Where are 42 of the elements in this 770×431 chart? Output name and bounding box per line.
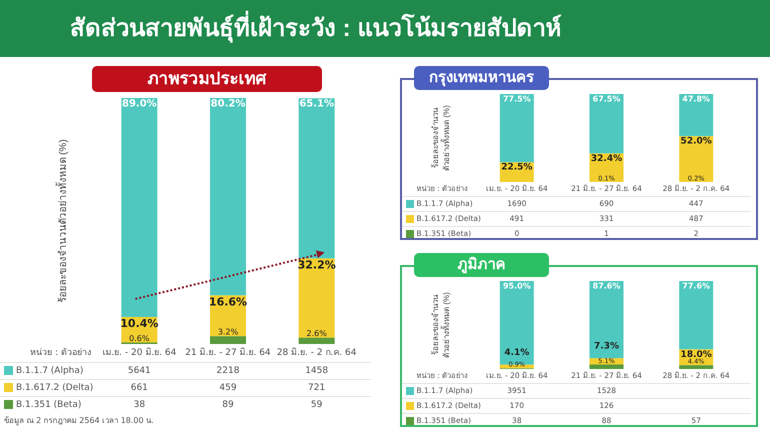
data-label: 18.0% xyxy=(680,350,712,360)
text: 89 xyxy=(221,399,235,412)
y-axis-title: ร้อยละของจำนวน ตัวอย่างทั้งหมด (%) xyxy=(431,292,451,358)
data-label: 89.0% xyxy=(122,98,157,110)
data-label: 3.2% xyxy=(218,328,239,337)
text: 38 xyxy=(132,399,146,412)
data-label: 7.3% xyxy=(594,342,619,352)
chart-title: ภูมิภาค xyxy=(414,253,549,277)
chart-title: กรุงเทพมหานคร xyxy=(414,66,549,90)
data-label: 0.6% xyxy=(129,334,150,344)
text: 2218 xyxy=(216,365,240,378)
data-label: 77.5% xyxy=(502,94,531,104)
text: ข้อมูล ณ 2 กรกฎาคม 2564 เวลา 18.00 น. xyxy=(4,415,154,427)
x-tick-label: 21 มิ.ย. - 27 มิ.ย. 64 xyxy=(184,346,272,360)
text: 459 xyxy=(218,382,238,395)
legend-label: B.1.1.7 (Alpha) xyxy=(16,366,84,376)
y-axis-title: ร้อยละของจำนวน ตัวอย่างทั้งหมด (%) xyxy=(431,104,451,171)
legend-label: B.1.351 (Beta) xyxy=(16,400,82,410)
text: 59 xyxy=(310,399,324,412)
data-label: 87.6% xyxy=(592,282,620,290)
chart-title: สัดส่วนสายพันธุ์ที่เฝ้าระวัง : แนวโน้มรายสัปดาห์ xyxy=(0,0,770,57)
x-tick-label: เม.ย. - 20 มิ.ย. 64 xyxy=(101,346,178,360)
y-axis-title: ร้อยละของจำนวนตัวอย่างทั้งหมด (%) xyxy=(55,139,69,303)
text: 661 xyxy=(130,382,149,395)
text: หน่วย : ตัวอย่าง xyxy=(29,347,92,360)
x-tick-label: 28 มิ.ย. - 2 ก.ค. 64 xyxy=(276,346,358,360)
legend-label: B.1.617.2 (Delta) xyxy=(16,383,94,393)
data-label: 67.5% xyxy=(592,94,620,104)
data-label: 77.6% xyxy=(682,282,710,290)
data-label: 95.0% xyxy=(502,282,531,290)
data-label: 22.5% xyxy=(501,162,532,173)
text: 721 xyxy=(307,382,326,395)
data-label: 52.0% xyxy=(680,136,712,147)
data-label: 80.2% xyxy=(210,98,246,110)
text: 5641 xyxy=(126,365,152,378)
chart-subtitle: ภาพรวมประเทศ xyxy=(92,66,322,92)
data-label: 32.4% xyxy=(590,154,622,164)
data-label: 4.1% xyxy=(504,348,530,358)
text: 1458 xyxy=(304,365,330,378)
data-label: 65.1% xyxy=(299,98,334,110)
data-label: 2.6% xyxy=(306,329,328,338)
data-label: 47.8% xyxy=(682,94,710,104)
